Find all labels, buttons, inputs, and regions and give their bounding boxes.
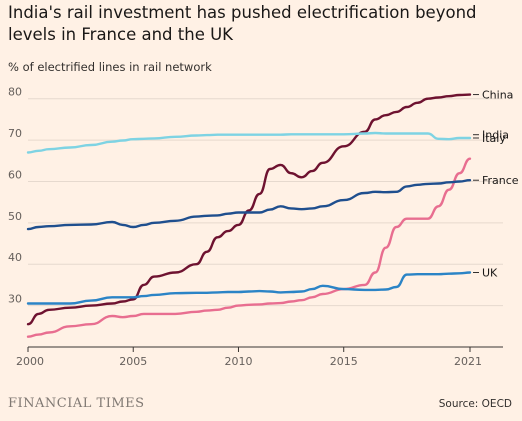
y-tick-label-80: 80 (8, 86, 22, 99)
y-tick-label-50: 50 (8, 210, 22, 223)
series-label-india: India (482, 129, 509, 142)
x-axis (27, 346, 503, 352)
ft-brand: FINANCIAL TIMES (8, 396, 145, 411)
y-tick-label-70: 70 (8, 127, 22, 140)
series-line-india (26, 157, 472, 338)
series-label-france: France (482, 174, 519, 187)
y-tick-label-30: 30 (8, 293, 22, 306)
series-line-uk (26, 271, 472, 305)
y-tick-label-60: 60 (8, 168, 22, 181)
x-tick-label-2005: 2005 (119, 355, 147, 368)
series-label-china: China (482, 89, 513, 102)
series-line-france (26, 179, 472, 231)
series-line-italy (26, 131, 472, 154)
x-tick-labels: 2000 2005 2010 2015 2021 (16, 355, 482, 368)
x-tick-label-2015: 2015 (330, 355, 358, 368)
chart-subtitle: % of electrified lines in rail network (8, 60, 212, 74)
source-note: Source: OECD (438, 398, 512, 410)
series-label-uk: UK (482, 267, 498, 280)
y-tick-labels: 30 40 50 60 70 80 (8, 86, 22, 306)
chart-title: India's rail investment has pushed elect… (8, 3, 477, 44)
x-tick-label-2021: 2021 (454, 355, 482, 368)
y-tick-label-40: 40 (8, 251, 22, 264)
x-tick-label-2000: 2000 (16, 355, 44, 368)
x-tick-label-2010: 2010 (224, 355, 252, 368)
series-line-china (26, 93, 472, 326)
series-lines (26, 93, 472, 338)
series-label-italy: Italy (482, 132, 506, 145)
